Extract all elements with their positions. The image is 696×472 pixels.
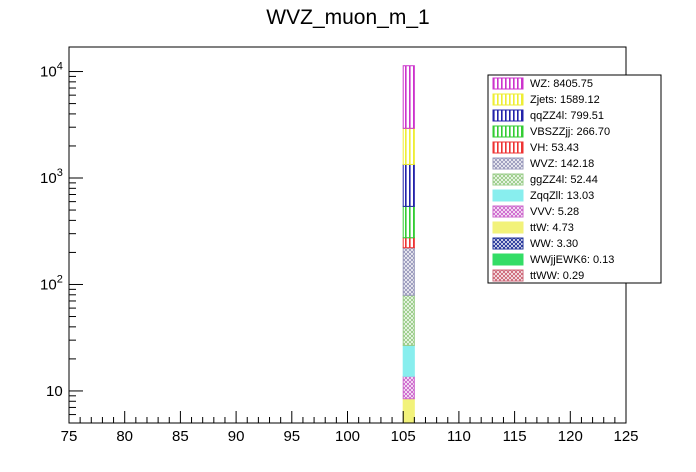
y-tick-label: 104 [40, 61, 63, 81]
stack-bars [402, 65, 415, 424]
legend-label-wvz: WVZ: 142.18 [530, 158, 594, 170]
legend-swatch-wvz [492, 157, 524, 170]
legend-swatch-ggzz4l [492, 173, 524, 186]
x-tick-label: 80 [116, 428, 133, 445]
legend-label-qqzz4l: qqZZ4l: 799.51 [530, 110, 604, 122]
legend: WZ: 8405.75 Zjets: 1589.12 qqZZ4l: 799.51 V… [487, 74, 662, 284]
legend-label-ttww: ttWW: 0.29 [530, 270, 584, 282]
x-tick-label: 120 [558, 428, 583, 445]
bar-segment-ttw [402, 398, 415, 424]
legend-swatch-zqqzll [492, 189, 524, 202]
bar-segment-qqzz4l [402, 163, 415, 207]
bar-segment-zjets [402, 127, 415, 165]
chart-title: WVZ_muon_m_1 [266, 6, 429, 29]
legend-swatch-vh [492, 141, 524, 154]
x-tick-label: 85 [172, 428, 189, 445]
bar-segment-wvz [402, 247, 415, 296]
x-tick-label: 105 [391, 428, 416, 445]
legend-label-vvv: VVV: 5.28 [530, 206, 579, 218]
legend-label-ggzz4l: ggZZ4l: 52.44 [530, 174, 598, 186]
legend-swatch-zjets [492, 93, 524, 106]
x-tick-label: 115 [503, 428, 527, 445]
legend-label-vbszzjj: VBSZZjj: 266.70 [530, 126, 610, 138]
legend-label-wz: WZ: 8405.75 [530, 78, 593, 90]
legend-swatch-ttw [492, 221, 524, 234]
legend-label-wwjjewk6: WWjjEWK6: 0.13 [530, 254, 614, 266]
x-tick-label: 110 [447, 428, 471, 445]
bar-segment-wz [402, 65, 415, 129]
legend-swatch-wz [492, 77, 524, 90]
legend-label-zqqzll: ZqqZll: 13.03 [530, 190, 594, 202]
x-tick-label: 100 [335, 428, 360, 445]
legend-swatch-ttww [492, 269, 524, 282]
legend-swatch-vbszzjj [492, 125, 524, 138]
legend-swatch-wwjjewk6 [492, 253, 524, 266]
legend-label-ttw: ttW: 4.73 [530, 222, 574, 234]
bar-segment-vh [402, 237, 415, 249]
legend-label-ww: WW: 3.30 [530, 238, 578, 250]
x-tick-label: 90 [228, 428, 245, 445]
x-tick-label: 125 [613, 428, 638, 445]
y-tick-label: 10 [46, 383, 63, 400]
bar-segment-ggzz4l [402, 294, 415, 346]
bar-segment-vbszzjj [402, 205, 415, 239]
legend-label-vh: VH: 53.43 [530, 142, 579, 154]
x-tick-label: 95 [283, 428, 300, 445]
bar-segment-zqqzll [402, 344, 415, 377]
axes: 75 80 85 90 95 100 105 110 115 120 125 10 102 103 104 [40, 61, 639, 445]
legend-label-zjets: Zjets: 1589.12 [530, 94, 600, 106]
legend-swatch-vvv [492, 205, 524, 218]
bar-segment-vvv [402, 375, 415, 400]
y-tick-label: 102 [40, 273, 63, 293]
y-tick-label: 103 [40, 167, 63, 187]
x-tick-label: 75 [61, 428, 78, 445]
legend-swatch-ww [492, 237, 524, 250]
legend-swatch-qqzz4l [492, 109, 524, 122]
